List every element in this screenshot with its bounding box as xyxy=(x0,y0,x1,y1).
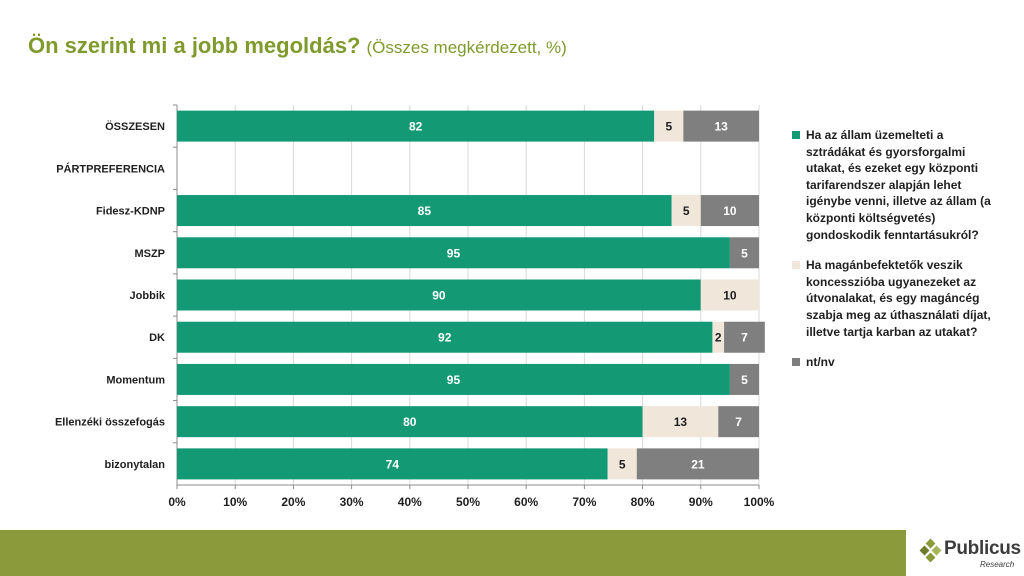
x-tick-label: 10% xyxy=(223,495,247,509)
legend-label: nt/nv xyxy=(806,355,835,370)
data-label: 95 xyxy=(447,246,461,260)
bar-segment xyxy=(683,110,759,142)
x-tick-label: 80% xyxy=(631,495,655,509)
publicus-logo: Publicus Research xyxy=(906,530,1024,576)
category-label: Ellenzéki összefogás xyxy=(55,417,165,429)
title-subtitle: (Összes megkérdezett, %) xyxy=(366,38,567,57)
title-main: Ön szerint mi a jobb megoldás? xyxy=(28,33,361,58)
data-label: 13 xyxy=(714,120,728,134)
bar-segment xyxy=(712,321,725,353)
legend-item: Ha az állam üzemelteti a sztrádákat és g… xyxy=(792,127,992,243)
category-label: Jobbik xyxy=(130,290,166,302)
publicus-logo-icon xyxy=(919,538,942,563)
bar-segment xyxy=(654,110,684,142)
bar-segment xyxy=(700,195,759,227)
bar-segment xyxy=(177,110,655,142)
legend-swatch xyxy=(792,261,800,270)
bar-segment xyxy=(177,363,730,395)
data-label: 90 xyxy=(432,289,446,303)
data-label: 5 xyxy=(665,120,672,134)
data-label: 10 xyxy=(723,289,737,303)
x-tick-label: 40% xyxy=(398,495,422,509)
data-label: 7 xyxy=(735,415,742,429)
category-label: Fidesz-KDNP xyxy=(96,206,165,218)
data-label: 7 xyxy=(741,331,748,345)
data-label: 92 xyxy=(438,331,452,345)
footer-band xyxy=(0,530,1024,576)
x-tick-label: 50% xyxy=(456,495,480,509)
data-label: 95 xyxy=(447,373,461,387)
x-tick-label: 60% xyxy=(514,495,538,509)
bar-segment xyxy=(636,448,759,480)
logo-name: Publicus xyxy=(944,538,1021,559)
bar-segment xyxy=(177,448,608,480)
x-tick-label: 90% xyxy=(689,495,713,509)
legend-item: nt/nv xyxy=(792,354,992,371)
data-label: 82 xyxy=(409,120,423,134)
bar-segment xyxy=(671,195,701,227)
bar-segment xyxy=(177,406,643,438)
data-label: 5 xyxy=(741,246,748,260)
x-tick-label: 100% xyxy=(744,495,775,509)
data-label: 10 xyxy=(723,204,737,218)
legend-swatch xyxy=(792,358,800,367)
bar-segment xyxy=(700,279,759,311)
bar-segment xyxy=(177,279,701,311)
x-tick-label: 30% xyxy=(340,495,364,509)
bar-segment xyxy=(718,406,759,438)
category-label: Momentum xyxy=(106,374,165,386)
category-label: bizonytalan xyxy=(104,459,165,471)
stacked-bar-chart: 0% 10% 20% 30% 40% 50% 60% 70% 80% 90% 100% ÖSSZESE… xyxy=(55,104,775,509)
data-label: 74 xyxy=(386,457,400,471)
data-label: 5 xyxy=(741,373,748,387)
x-tick-label: 70% xyxy=(572,495,596,509)
bar-segment xyxy=(724,321,765,353)
data-label: 21 xyxy=(691,457,705,471)
category-label: DK xyxy=(149,332,165,344)
legend-label: Ha az állam üzemelteti a sztrádákat és g… xyxy=(806,128,991,242)
x-tick-label: 20% xyxy=(281,495,305,509)
data-label: 2 xyxy=(715,331,722,345)
data-label: 5 xyxy=(619,457,626,471)
data-label: 5 xyxy=(683,204,690,218)
bar-segment xyxy=(177,195,672,227)
category-label: ÖSSZESEN xyxy=(105,120,165,133)
bar-segment xyxy=(729,237,759,269)
x-tick-label: 0% xyxy=(168,495,186,509)
chart-legend: Ha az állam üzemelteti a sztrádákat és g… xyxy=(792,127,992,385)
category-label: PÁRTPREFERENCIA xyxy=(56,162,165,175)
category-label: MSZP xyxy=(134,248,165,260)
logo-subtitle: Research xyxy=(980,560,1015,569)
legend-swatch xyxy=(792,131,800,139)
legend-item: Ha magánbefektetők veszik koncesszióba u… xyxy=(792,257,992,340)
bar-segment xyxy=(642,406,719,438)
bar-segment xyxy=(607,448,637,480)
data-label: 85 xyxy=(418,204,432,218)
bar-segment xyxy=(177,237,730,269)
bar-segment xyxy=(177,321,713,353)
bar-segment xyxy=(729,363,759,395)
data-label: 80 xyxy=(403,415,417,429)
data-label: 13 xyxy=(674,415,688,429)
chart-title: Ön szerint mi a jobb megoldás? (Összes me… xyxy=(28,33,567,59)
legend-label: Ha magánbefektetők veszik koncesszióba u… xyxy=(806,258,991,339)
